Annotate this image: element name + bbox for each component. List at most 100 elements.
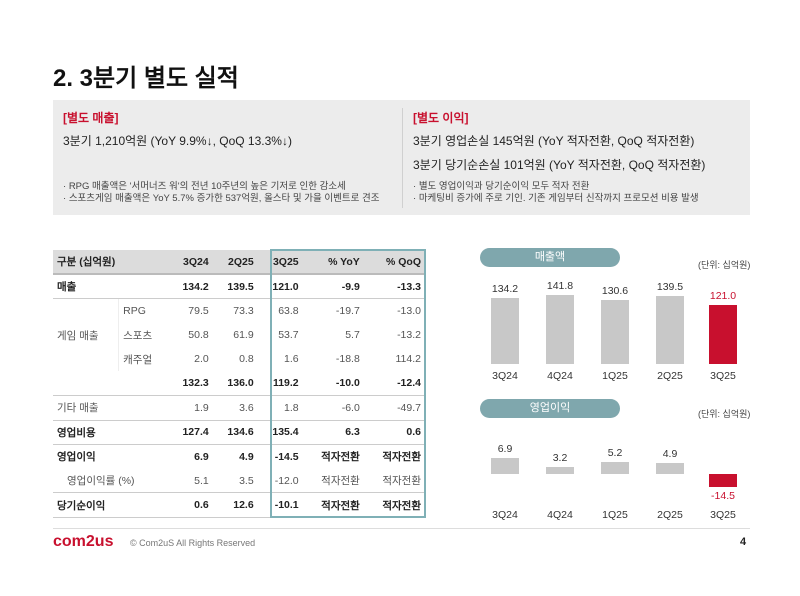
table-row: 매출 134.2 139.5 121.0 -9.9 -13.3 <box>53 274 425 300</box>
page-title: 2. 3분기 별도 실적 <box>53 65 239 92</box>
table-row: 영업비용 127.4 134.6 135.4 6.3 0.6 <box>53 420 425 445</box>
profit-heading: [별도 이익] <box>413 111 469 125</box>
bar-value-label: 134.2 <box>491 283 519 296</box>
x-tick-label: 2Q25 <box>657 370 683 382</box>
chart-bar <box>656 295 684 364</box>
cell-value: 1.6 <box>284 353 299 366</box>
bar-value-label: 141.8 <box>546 279 574 292</box>
row-label: 당기순이익 <box>53 492 168 518</box>
chart-bar <box>491 458 519 474</box>
cell-value: 114.2 <box>395 353 422 366</box>
x-tick-label: 3Q25 <box>710 370 736 382</box>
row-sublabel: 스포츠 <box>118 322 168 348</box>
summary-revenue: [별도 매출] 3분기 1,210억원 (YoY 9.9%↓, QoQ 13.3… <box>63 109 393 209</box>
row-label: 영업비용 <box>53 420 168 445</box>
x-tick-label: 1Q25 <box>602 509 628 521</box>
cell-value: 적자전환 <box>302 492 364 518</box>
x-tick-label: 3Q25 <box>710 509 736 521</box>
x-tick-label: 1Q25 <box>602 370 628 382</box>
x-tick-label: 4Q24 <box>547 509 573 521</box>
cell-value: 0.8 <box>239 353 254 366</box>
cell-value: 63.8 <box>278 304 299 317</box>
cell-value: -18.8 <box>335 353 360 366</box>
cell-value: 4.9 <box>239 450 254 463</box>
cell-value: 6.3 <box>302 420 364 445</box>
table-row: 영업이익률 (%) 5.1 3.5 -12.0 적자전환 적자전환 <box>53 468 425 494</box>
cell-value: 73.3 <box>233 304 254 317</box>
header-category: 구분 (십억원) <box>53 250 168 276</box>
row-label <box>53 371 168 397</box>
revenue-heading: [별도 매출] <box>63 111 119 125</box>
cell-value: 139.5 <box>212 274 258 300</box>
table-row: 132.3 136.0 119.2 -10.0 -12.4 <box>53 371 425 397</box>
chart-unit: (단위: 십억원) <box>698 260 751 270</box>
cell-value: 적자전환 <box>302 468 364 494</box>
bar-value-label: 121.0 <box>709 289 737 302</box>
table-row: 스포츠 50.8 61.9 53.7 5.7 -13.2 <box>53 322 425 348</box>
cell-value: -19.7 <box>335 304 360 317</box>
footer-divider <box>53 528 750 529</box>
chart-title: 영업이익 <box>480 399 620 418</box>
table-row: 당기순이익 0.6 12.6 -10.1 적자전환 적자전환 <box>53 492 425 518</box>
cell-value: 134.2 <box>167 274 213 300</box>
row-label: 기타 매출 <box>53 395 168 421</box>
cell-value: 132.3 <box>167 371 213 397</box>
cell-value: 127.4 <box>167 420 213 445</box>
profit-line: 3분기 당기순손실 101억원 (YoY 적자전환, QoQ 적자전환) <box>413 158 706 172</box>
row-label: 매출 <box>53 274 168 300</box>
divider <box>402 108 403 208</box>
chart-bar <box>601 300 629 364</box>
cell-value: 12.6 <box>212 492 258 518</box>
chart-bar <box>709 304 737 364</box>
chart-bar <box>656 462 684 474</box>
bar-value-label: 5.2 <box>607 447 623 460</box>
cell-value: -13.0 <box>397 304 421 317</box>
cell-value: 6.9 <box>194 450 209 463</box>
cell-value: -12.4 <box>363 371 425 397</box>
cell-value: 135.4 <box>257 420 303 445</box>
chart-bar <box>491 298 519 364</box>
cell-value: 1.8 <box>257 395 303 421</box>
summary-profit: [별도 이익] 3분기 영업손실 145억원 (YoY 적자전환, QoQ 적자… <box>413 109 743 209</box>
cell-value: 적자전환 <box>363 468 425 494</box>
cell-value: 53.7 <box>278 329 299 342</box>
chart-title: 매출액 <box>480 248 620 267</box>
table-row: 기타 매출 1.9 3.6 1.8 -6.0 -49.7 <box>53 395 425 421</box>
cell-value: 5.1 <box>167 468 213 494</box>
bar-value-label: 4.9 <box>662 447 678 460</box>
cell-value: 136.0 <box>212 371 258 397</box>
cell-value: -49.7 <box>363 395 425 421</box>
current-quarter-highlight <box>270 249 426 518</box>
x-tick-label: 3Q24 <box>492 509 518 521</box>
header-3q25: 3Q25 <box>257 250 303 276</box>
row-label: 영업이익 <box>57 451 96 464</box>
summary-box: [별도 매출] 3분기 1,210억원 (YoY 9.9%↓, QoQ 13.3… <box>53 100 750 215</box>
cell-value: -14.5 <box>274 450 299 463</box>
cell-value: -13.2 <box>397 329 421 342</box>
profit-bullet: · 별도 영업이익과 당기순이익 모두 적자 전환 <box>413 181 590 192</box>
bar-value-label: 3.2 <box>552 451 568 464</box>
row-sublabel: 캐주얼 <box>118 347 168 372</box>
bar-value-label: 6.9 <box>497 443 513 456</box>
x-tick-label: 4Q24 <box>547 370 573 382</box>
revenue-line: 3분기 1,210억원 (YoY 9.9%↓, QoQ 13.3%↓) <box>63 134 292 148</box>
table-row: 캐주얼 2.0 0.8 1.6 -18.8 114.2 <box>53 347 425 372</box>
header-2q25: 2Q25 <box>212 250 258 276</box>
chart-bar <box>546 294 574 364</box>
revenue-bullet: · 스포츠게임 매출액은 YoY 5.7% 증가한 537억원, 올스타 및 가… <box>63 193 380 204</box>
cell-value: -9.9 <box>302 274 364 300</box>
page-number: 4 <box>740 536 747 548</box>
cell-value: -13.3 <box>363 274 425 300</box>
cell-value: 134.6 <box>212 420 258 445</box>
row-label: 영업이익률 (%) <box>53 468 168 494</box>
x-tick-label: 2Q25 <box>657 509 683 521</box>
table-row: 영업이익 6.9 4.9 -14.5 적자전환 적자전환 <box>53 444 425 468</box>
cell-value: -6.0 <box>302 395 364 421</box>
chart-unit: (단위: 십억원) <box>698 409 751 419</box>
com2us-logo: com2us <box>53 533 114 550</box>
financial-table: 구분 (십억원) 3Q24 2Q25 3Q25 % YoY % QoQ 매출 13… <box>53 250 425 518</box>
cell-value: 50.8 <box>188 329 209 342</box>
revenue-bullet: · RPG 매출액은 '서머너즈 워'의 전년 10주년의 높은 기저로 인한 … <box>63 181 346 192</box>
cell-value: 61.9 <box>233 329 254 342</box>
cell-value: 0.6 <box>167 492 213 518</box>
